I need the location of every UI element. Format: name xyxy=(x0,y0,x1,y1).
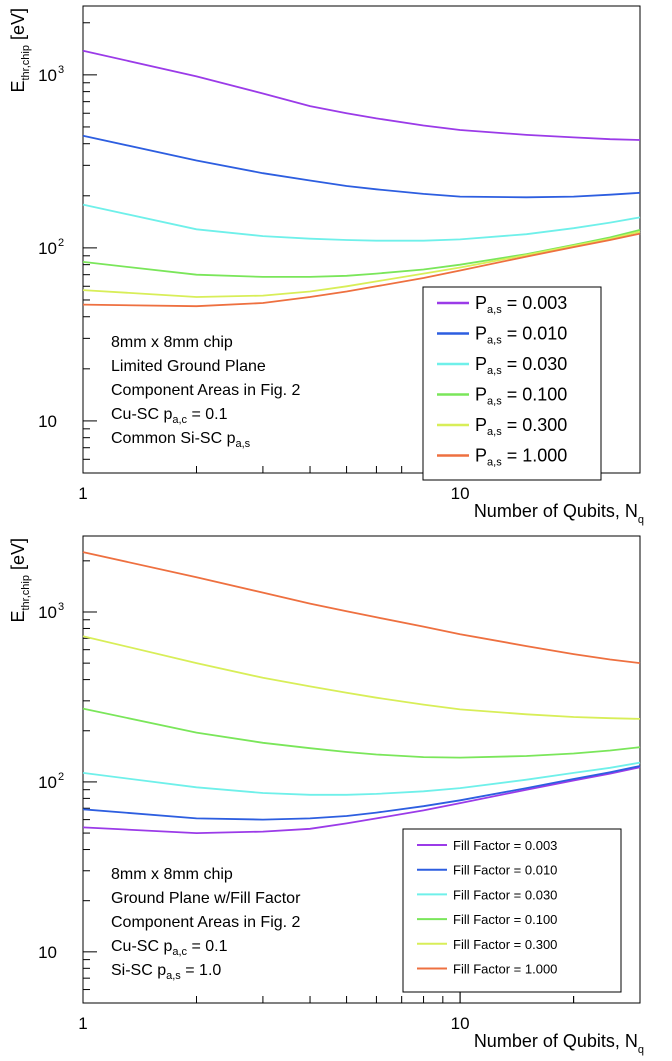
y-axis-label: Ethr,chip [eV] xyxy=(8,538,32,623)
legend-entry: Pa,s = 0.030 xyxy=(475,354,567,377)
series-line-2 xyxy=(82,765,641,821)
x-tick-label: 10 xyxy=(451,1014,470,1033)
legend-box xyxy=(402,828,622,993)
annotation-line-4: Cu-SC pa,c = 0.1 xyxy=(111,406,228,426)
legend-entry: Fill Factor = 0.010 xyxy=(453,863,557,878)
annotation-line-5: Common Si-SC pa,s xyxy=(111,430,251,450)
y-tick-label: 10 xyxy=(38,773,57,792)
y-tick-exponent: 3 xyxy=(58,601,64,613)
y-tick-label: 10 xyxy=(38,66,57,85)
legend-entry: Fill Factor = 0.300 xyxy=(453,937,557,952)
series-line-6 xyxy=(82,551,641,664)
legend-entry: Pa,s = 0.003 xyxy=(475,293,567,316)
annotation-line-1: 8mm x 8mm chip xyxy=(111,866,233,883)
y-tick-exponent: 2 xyxy=(58,237,64,249)
plot-frame xyxy=(82,535,641,1004)
series-line-4 xyxy=(82,229,641,278)
y-tick-label: 10 xyxy=(38,603,57,622)
annotation-line-2: Limited Ground Plane xyxy=(111,358,266,375)
x-axis-label: Number of Qubits, Nq xyxy=(474,1031,644,1056)
y-tick-label: 10 xyxy=(38,943,57,962)
legend: Fill Factor = 0.003 Fill Factor = 0.010 Fi… xyxy=(402,828,622,993)
legend-entry: Fill Factor = 1.000 xyxy=(453,962,557,977)
series-line-4 xyxy=(82,707,641,759)
x-tick-label: 1 xyxy=(78,484,87,503)
legend-entry: Fill Factor = 0.100 xyxy=(453,912,557,927)
y-tick-label: 10 xyxy=(38,412,57,431)
legend-entry: Fill Factor = 0.030 xyxy=(453,887,557,902)
x-tick-label: 1 xyxy=(78,1014,87,1033)
legend-entry: Pa,s = 0.300 xyxy=(475,415,567,438)
x-tick-label: 10 xyxy=(451,484,470,503)
legend-entry: Pa,s = 0.010 xyxy=(475,324,567,347)
series-line-5 xyxy=(82,230,641,298)
legend-entry: Fill Factor = 0.003 xyxy=(453,838,557,853)
series-line-5 xyxy=(82,635,641,720)
legend-entry: Pa,s = 0.100 xyxy=(475,385,567,408)
legend-box xyxy=(422,286,602,481)
annotation-line-3: Component Areas in Fig. 2 xyxy=(111,382,301,399)
y-tick-label: 10 xyxy=(38,239,57,258)
x-axis-label: Number of Qubits, Nq xyxy=(474,501,644,526)
series-line-2 xyxy=(82,134,641,199)
annotation-line-5: Si-SC pa,s = 1.0 xyxy=(111,962,221,982)
y-tick-exponent: 2 xyxy=(58,771,64,783)
series-line-1 xyxy=(82,766,641,835)
y-axis-label: Ethr,chip [eV] xyxy=(8,8,32,93)
annotation-line-4: Cu-SC pa,c = 0.1 xyxy=(111,938,228,958)
series-line-6 xyxy=(82,232,641,308)
plot-frame xyxy=(82,5,641,474)
annotation-line-1: 8mm x 8mm chip xyxy=(111,334,233,351)
annotation-line-2: Ground Plane w/Fill Factor xyxy=(111,890,301,907)
legend: Pa,s = 0.003 Pa,s = 0.010 Pa,s = 0.030 Pa,s… xyxy=(422,286,602,481)
y-tick-exponent: 3 xyxy=(58,64,64,76)
series-line-3 xyxy=(82,203,641,242)
legend-entry: Pa,s = 1.000 xyxy=(475,446,567,469)
series-line-3 xyxy=(82,761,641,796)
series-line-1 xyxy=(82,49,641,141)
annotation-line-3: Component Areas in Fig. 2 xyxy=(111,914,301,931)
